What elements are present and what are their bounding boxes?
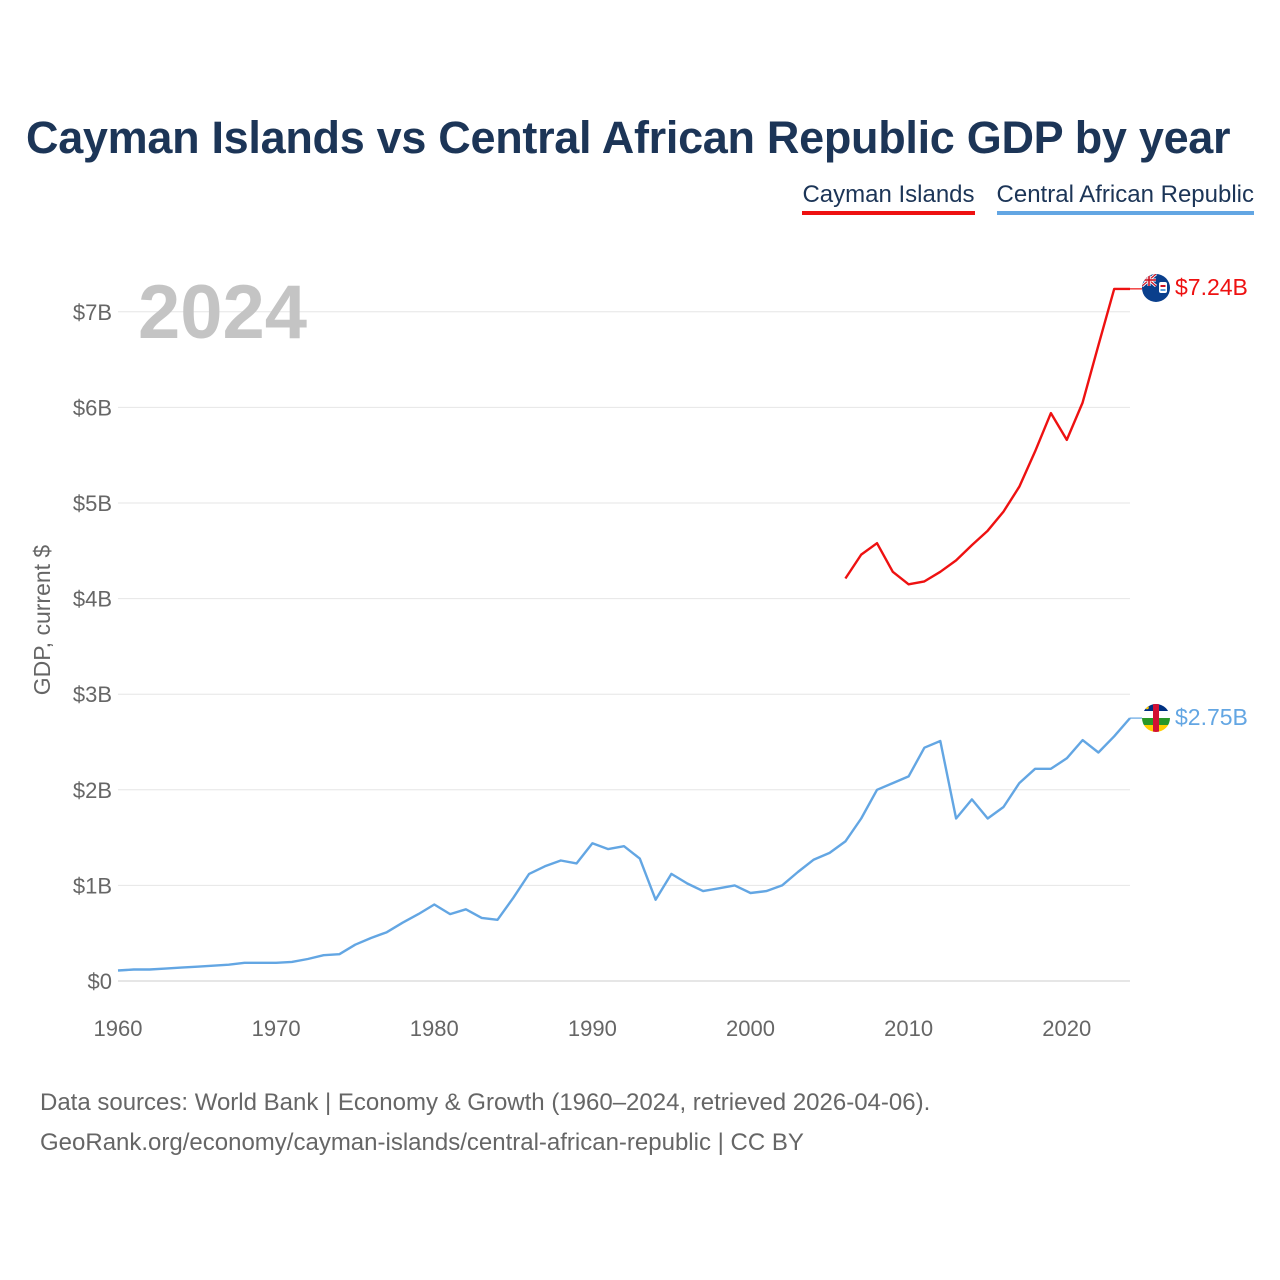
footer-sources: Data sources: World Bank | Economy & Gro… [40,1089,931,1116]
y-axis-ticks: $0 $1B $2B $3B $4B $5B $6B $7B [73,300,112,994]
central-african-republic-end-label: $2.75B [1175,704,1248,730]
legend-item-cayman-islands[interactable]: Cayman Islands [802,181,975,215]
x-tick-label: 1960 [94,1016,143,1041]
grid-lines [118,311,1130,982]
footer-attribution[interactable]: GeoRank.org/economy/cayman-islands/centr… [40,1129,804,1156]
y-tick-label: $3B [73,682,112,707]
x-tick-label: 2020 [1042,1016,1091,1041]
y-tick-label: $5B [73,491,112,516]
series-line-central-african-republic [117,717,1131,972]
year-watermark: 2024 [138,270,307,355]
series-lines [117,287,1142,972]
end-markers [1142,274,1170,732]
cayman-islands-end-label: $7.24B [1175,274,1248,300]
x-tick-label: 1980 [410,1016,459,1041]
y-tick-label: $4B [73,587,112,612]
cayman-islands-flag-icon [1142,274,1170,302]
x-tick-label: 1970 [252,1016,301,1041]
series-line-cayman-islands [844,287,1130,586]
x-tick-label: 2000 [726,1016,775,1041]
legend: Cayman Islands Central African Republic [802,181,1254,215]
y-tick-label: $1B [73,873,112,898]
x-axis-ticks: 1960 1970 1980 1990 2000 2010 2020 [94,1016,1092,1041]
y-tick-label: $7B [73,300,112,325]
x-tick-label: 1990 [568,1016,617,1041]
y-axis-label: GDP, current $ [29,545,55,696]
page-title: Cayman Islands vs Central African Republ… [26,112,1231,163]
legend-item-central-african-republic[interactable]: Central African Republic [996,181,1254,215]
y-tick-label: $2B [73,778,112,803]
y-tick-label: $0 [88,969,112,994]
central-african-republic-flag-icon [1142,704,1170,732]
end-labels: $7.24B $2.75B [1175,274,1248,730]
x-tick-label: 2010 [884,1016,933,1041]
y-tick-label: $6B [73,395,112,420]
footer: Data sources: World Bank | Economy & Gro… [40,1083,930,1163]
